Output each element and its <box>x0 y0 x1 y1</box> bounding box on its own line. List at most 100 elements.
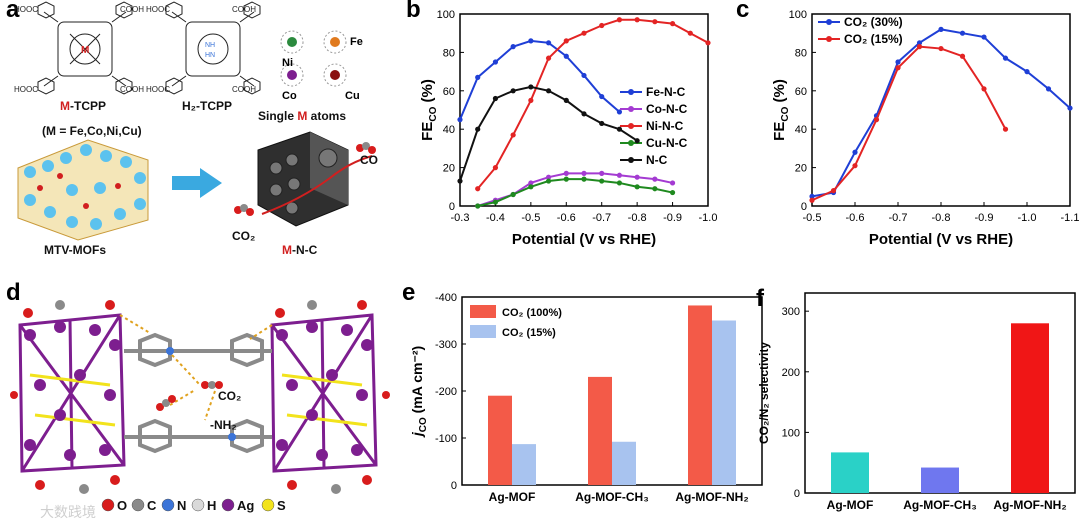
data-point <box>981 86 987 92</box>
x-tick-label: -1.0 <box>699 212 718 224</box>
data-point <box>599 170 605 176</box>
panel-a: a M HOOC COOH HOOC COOH M-TCPP <box>0 0 400 260</box>
data-point <box>528 97 534 103</box>
y-tick-label: 40 <box>443 124 455 136</box>
data-point <box>687 30 693 36</box>
series-line <box>477 178 673 207</box>
cooh-label-3: COOH <box>232 5 256 14</box>
legend-marker <box>628 106 634 112</box>
data-point <box>510 191 516 198</box>
mnc-label: M-N-C <box>282 243 318 257</box>
h2-nh-label: NH <box>205 42 215 49</box>
y-axis-label: FECO (%) <box>771 79 791 141</box>
y-tick-label: -100 <box>435 433 457 445</box>
panel-e-label: e <box>402 279 416 306</box>
data-point <box>809 197 815 203</box>
legend-marker <box>628 89 634 95</box>
chart-c: -0.5 -0.6 -0.7 -0.8 -0.9 -1.0 -1.1 0 20 40 60 80 100… <box>771 9 1080 248</box>
data-point <box>599 93 605 100</box>
legend-atom-swatch <box>191 498 205 512</box>
x-tick-label: -0.8 <box>932 212 951 224</box>
data-point <box>705 40 711 46</box>
y-axis-label: jCO (mA cm⁻²) <box>409 346 429 438</box>
data-point <box>634 138 640 144</box>
legend-atom-label: C <box>147 498 157 513</box>
data-point <box>1067 105 1073 111</box>
x-axis-label: Potential (V vs RHE) <box>869 231 1013 248</box>
atom-legend: O C N H Ag S <box>101 498 286 513</box>
panel-d-structure: CO₂ -NH₂ O C N H Ag S 大数践境 <box>10 300 390 520</box>
data-point <box>916 44 923 50</box>
legend-atom-label: S <box>277 498 286 513</box>
panel-f-label: f <box>756 285 764 312</box>
y-tick-label: 20 <box>443 163 455 175</box>
data-point <box>599 22 605 29</box>
legend-atom-swatch <box>101 498 115 512</box>
y-tick-label: 100 <box>437 9 455 21</box>
y-tick-label: 100 <box>789 9 807 21</box>
hooc-label-4: HOOC <box>146 85 170 94</box>
x-tick-label: -0.8 <box>628 212 647 224</box>
h2-tcpp-label: H₂-TCPP <box>182 99 232 113</box>
legend-atom-swatch <box>261 498 275 512</box>
h2-hn-label: HN <box>205 52 215 59</box>
legend-label: CO₂ (15%) <box>844 32 903 46</box>
y-axis-label: FECO (%) <box>419 79 439 141</box>
legend-marker <box>628 140 634 146</box>
data-point <box>545 178 552 184</box>
data-point <box>652 176 658 182</box>
y-tick-label: 40 <box>795 124 807 136</box>
m-list-label: (M = Fe,Co,Ni,Cu) <box>42 124 142 138</box>
legend-marker <box>628 157 634 163</box>
data-point <box>895 59 901 65</box>
data-point <box>581 170 587 176</box>
data-point <box>652 19 658 25</box>
bar <box>588 376 612 485</box>
x-tick-label: -0.7 <box>592 212 611 224</box>
x-tick-label: -0.5 <box>521 212 540 224</box>
data-point <box>492 165 499 171</box>
y-tick-label: -400 <box>435 292 457 304</box>
legend-marker <box>628 123 634 129</box>
bar <box>688 305 712 485</box>
data-point <box>616 180 623 186</box>
y-tick-label: 60 <box>443 86 455 98</box>
legend-label: Co-N-C <box>646 102 688 116</box>
data-point <box>457 117 463 123</box>
data-point <box>528 180 534 186</box>
data-point <box>634 184 640 190</box>
data-point <box>563 38 569 44</box>
metal-cu: Cu <box>345 90 360 102</box>
chart-e: 0 -100 -200 -300 -400 Ag-MOF Ag-MOF-CH₃ Ag-MOF-… <box>409 292 763 504</box>
panel-c: c -0.5 -0.6 -0.7 -0.8 -0.9 -1.0 -1.1 0 20 40 60 80 1… <box>730 0 1080 260</box>
cooh-label: COOH <box>120 5 144 14</box>
mtv-mofs-label: MTV-MOFs <box>44 243 106 257</box>
metal-fe: Fe <box>350 36 363 48</box>
data-point <box>852 163 858 169</box>
chart-b: -0.3 -0.4 -0.5 -0.6 -0.7 -0.8 -0.9 -1.0 0 20 40 60 8… <box>419 9 718 248</box>
ag-cluster-right <box>270 300 390 494</box>
series-line <box>811 45 1007 202</box>
data-point <box>510 44 516 50</box>
data-point <box>492 199 499 205</box>
x-tick-label: -0.6 <box>557 212 576 224</box>
data-point <box>475 74 481 80</box>
co-label: CO <box>360 153 378 167</box>
legend-marker <box>826 36 832 42</box>
y-tick-label: 60 <box>795 86 807 98</box>
data-point <box>1045 86 1052 92</box>
watermark: 大数践境 <box>40 504 96 520</box>
legend-atom-label: N <box>177 498 186 513</box>
data-point <box>669 189 676 196</box>
y-tick-label: 0 <box>451 480 457 492</box>
data-point <box>616 172 623 178</box>
x-tick-label: -1.1 <box>1061 212 1080 224</box>
linkers <box>124 332 272 454</box>
x-tick-label: -1.0 <box>1018 212 1037 224</box>
cooh-label-2: COOH <box>120 85 144 94</box>
x-tick-label: -0.7 <box>889 212 908 224</box>
co2-label-d: CO₂ <box>218 389 241 403</box>
mnc-carbon-rod <box>257 131 373 227</box>
panel-d: d <box>0 275 400 522</box>
data-point <box>873 117 880 123</box>
